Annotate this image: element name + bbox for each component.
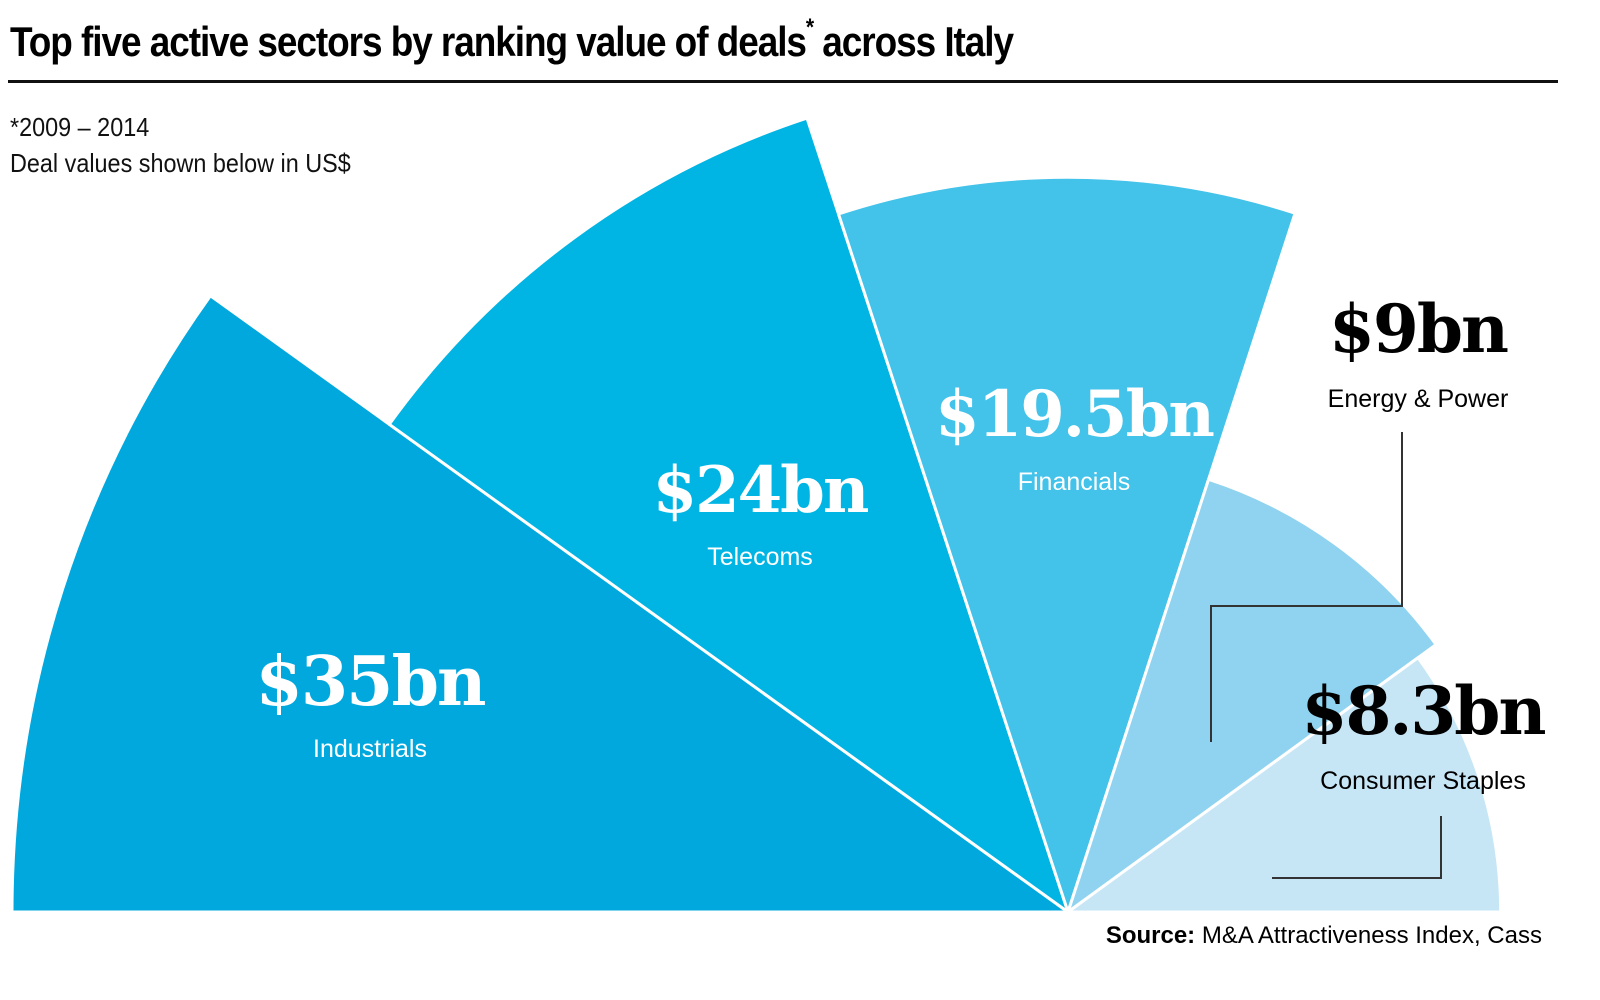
category-label-industrials: Industrials <box>313 735 427 763</box>
leader-lines-group <box>1210 432 1442 879</box>
source-note: Source: M&A Attractiveness Index, Cass <box>1106 922 1542 950</box>
wedges-group <box>10 116 1503 914</box>
value-label-energy-power: $9bn <box>1329 290 1508 368</box>
title-text: Top five active sectors by ranking value… <box>10 18 807 65</box>
leader-line-consumer-staples <box>1272 816 1442 879</box>
value-label-industrials: $35bn <box>256 642 485 722</box>
leader-line-energy-power <box>1210 432 1403 742</box>
category-label-consumer-staples: Consumer Staples <box>1320 767 1526 795</box>
wedge-financials <box>836 175 1297 914</box>
category-label-financials: Financials <box>1018 468 1131 496</box>
value-label-telecoms: $24bn <box>653 453 869 528</box>
wedge-telecoms <box>387 116 1070 914</box>
wedge-energy-power <box>1066 477 1438 914</box>
wedge-consumer-staples <box>1066 656 1503 914</box>
title-footnote-mark: * <box>805 14 814 41</box>
currency-note: Deal values shown below in US$ <box>10 148 351 178</box>
value-label-financials: $19.5bn <box>935 377 1214 452</box>
category-label-telecoms: Telecoms <box>707 543 813 571</box>
category-label-energy-power: Energy & Power <box>1328 385 1509 413</box>
value-label-consumer-staples: $8.3bn <box>1302 672 1546 750</box>
title-suffix: across Italy <box>813 18 1014 65</box>
source-text: M&A Attractiveness Index, Cass <box>1195 922 1542 949</box>
date-range-note: *2009 – 2014 <box>10 112 150 142</box>
wedge-industrials <box>10 294 1070 914</box>
chart-title: Top five active sectors by ranking value… <box>10 14 1014 66</box>
title-rule <box>8 80 1558 83</box>
source-label: Source: <box>1105 922 1196 949</box>
labels-group: $35bn Industrials $24bn Telecoms $19.5bn Fina… <box>256 290 1548 795</box>
